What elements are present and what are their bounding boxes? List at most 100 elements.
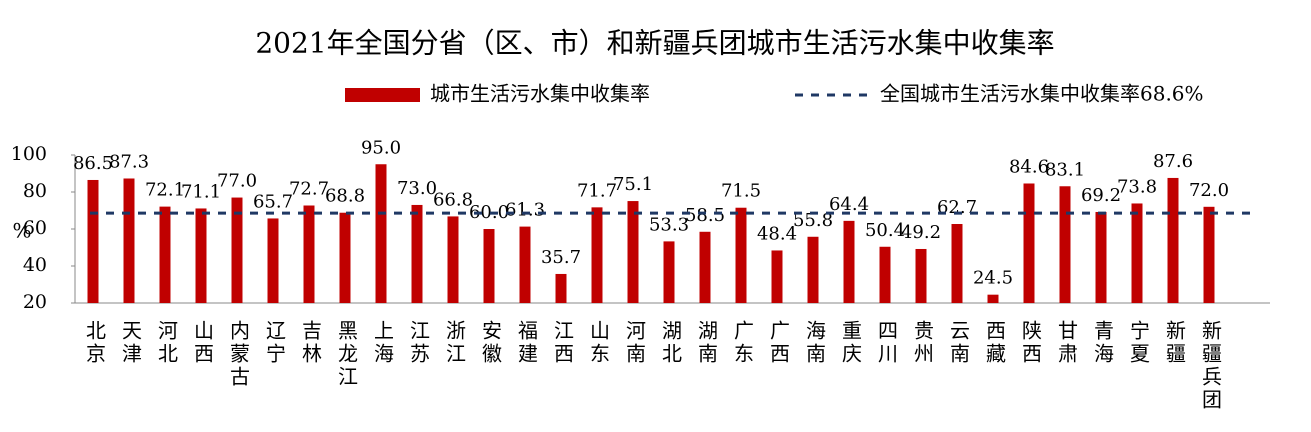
x-tick-label: 北京 <box>83 320 107 366</box>
data-label: 48.4 <box>757 223 797 244</box>
bar <box>1059 186 1071 303</box>
x-tick-label: 安徽 <box>479 320 503 366</box>
data-label: 71.5 <box>721 181 761 202</box>
data-label: 77.0 <box>217 171 257 192</box>
bar <box>951 224 963 303</box>
data-label: 62.7 <box>937 197 977 218</box>
bar <box>771 250 783 303</box>
bar <box>483 229 495 303</box>
x-tick-label: 吉林 <box>299 320 323 366</box>
bar <box>1095 211 1107 303</box>
y-tick-label: 60 <box>23 217 47 239</box>
bar <box>699 231 711 303</box>
data-label: 53.3 <box>649 214 689 235</box>
data-label: 49.2 <box>901 222 941 243</box>
data-label: 95.0 <box>361 137 401 158</box>
chart-title: 2021年全国分省（区、市）和新疆兵团城市生活污水集中收集率 <box>255 27 1054 60</box>
x-tick-label: 内蒙古 <box>227 320 251 389</box>
x-tick-label: 黑龙江 <box>335 320 359 389</box>
x-tick-label: 甘肃 <box>1055 320 1079 366</box>
data-label: 71.7 <box>577 180 617 201</box>
x-tick-label: 湖南 <box>695 320 719 366</box>
x-tick-label: 天津 <box>119 320 143 366</box>
data-label: 55.8 <box>793 210 833 231</box>
x-tick-label: 贵州 <box>911 320 935 366</box>
y-tick-label: 40 <box>23 254 47 276</box>
data-label: 72.1 <box>145 180 185 201</box>
bar <box>735 207 747 303</box>
data-label: 64.4 <box>829 194 869 215</box>
bar <box>555 273 567 303</box>
x-tick-label: 宁夏 <box>1127 320 1151 366</box>
bar <box>303 205 315 303</box>
bar <box>411 204 423 303</box>
bar <box>1203 206 1215 303</box>
x-tick-label: 山西 <box>191 320 215 366</box>
bar <box>267 218 279 303</box>
bar <box>339 212 351 303</box>
legend-label: 全国城市生活污水集中收集率68.6% <box>880 82 1204 106</box>
data-label: 75.1 <box>613 174 653 195</box>
x-tick-label: 福建 <box>515 320 539 366</box>
data-label: 71.1 <box>181 181 221 202</box>
x-tick-label: 湖北 <box>659 320 683 366</box>
bar <box>879 246 891 303</box>
x-tick-label: 广东 <box>731 320 755 366</box>
data-label: 61.3 <box>505 200 545 221</box>
x-tick-label: 新疆 <box>1163 320 1187 366</box>
y-tick-label: 20 <box>23 291 47 313</box>
data-label: 65.7 <box>253 191 293 212</box>
data-label: 58.5 <box>685 205 725 226</box>
y-axis-label: % <box>12 219 31 243</box>
bar <box>1023 183 1035 303</box>
data-label: 87.3 <box>109 151 149 172</box>
data-label: 83.1 <box>1045 159 1085 180</box>
data-label: 24.5 <box>973 268 1013 289</box>
x-tick-label: 西藏 <box>983 320 1007 366</box>
x-tick-label: 山东 <box>587 320 611 366</box>
x-tick-label: 江西 <box>551 320 575 366</box>
x-tick-label: 浙江 <box>443 320 467 366</box>
bar <box>627 201 639 303</box>
legend-swatch <box>345 88 420 102</box>
x-tick-label: 四川 <box>875 320 899 366</box>
x-tick-label: 上海 <box>371 320 395 366</box>
x-tick-label: 新疆兵团 <box>1199 320 1223 412</box>
x-tick-label: 广西 <box>767 320 791 366</box>
data-label: 50.4 <box>865 220 905 241</box>
bar <box>231 197 243 303</box>
x-tick-label: 辽宁 <box>263 320 287 366</box>
bar <box>447 216 459 303</box>
data-label: 72.0 <box>1189 180 1229 201</box>
bar <box>915 248 927 303</box>
data-label: 86.5 <box>73 153 113 174</box>
y-tick-label: 100 <box>11 143 47 165</box>
y-tick-label: 80 <box>23 180 47 202</box>
bar <box>123 178 135 303</box>
data-label: 35.7 <box>541 247 581 268</box>
data-label: 60.0 <box>469 202 509 223</box>
bar <box>807 236 819 303</box>
bar <box>591 207 603 303</box>
data-label: 72.7 <box>289 179 329 200</box>
x-tick-label: 青海 <box>1091 320 1115 366</box>
x-tick-label: 陕西 <box>1019 320 1043 366</box>
bar <box>375 164 387 303</box>
bar <box>195 208 207 303</box>
data-label: 73.8 <box>1117 176 1157 197</box>
x-tick-label: 江苏 <box>407 320 431 366</box>
bar <box>1131 203 1143 303</box>
data-label: 73.0 <box>397 178 437 199</box>
data-label: 87.6 <box>1153 151 1193 172</box>
bar <box>663 241 675 303</box>
data-label: 66.8 <box>433 189 473 210</box>
x-tick-label: 云南 <box>947 320 971 366</box>
data-label: 84.6 <box>1009 156 1049 177</box>
bar <box>87 179 99 303</box>
x-tick-label: 河南 <box>623 320 647 366</box>
x-tick-label: 海南 <box>803 320 827 366</box>
bar <box>519 226 531 303</box>
data-label: 68.8 <box>325 186 365 207</box>
bar <box>159 206 171 303</box>
x-tick-label: 河北 <box>155 320 179 366</box>
